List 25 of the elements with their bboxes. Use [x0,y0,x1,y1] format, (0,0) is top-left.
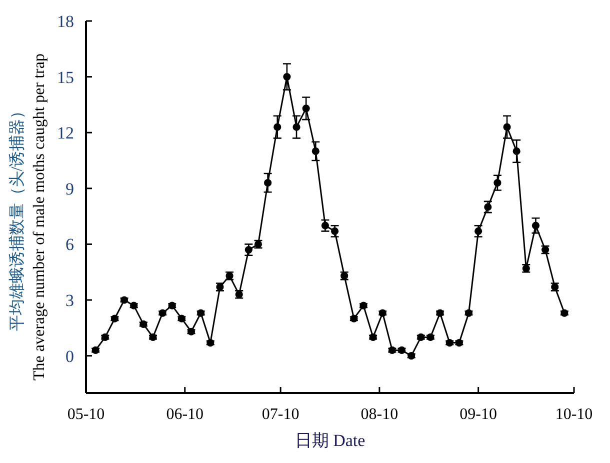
point [274,123,282,131]
point [532,222,540,230]
y-tick-label: 15 [57,68,74,87]
y-tick-label: 3 [66,291,74,310]
point [292,123,300,131]
x-tick-label: 05-10 [67,406,105,423]
x-tick-label: 08-10 [360,406,398,423]
y-tick-label: 0 [66,346,74,366]
x-axis-title: 日期 Date [294,431,366,450]
point [512,147,520,155]
y-axis-title: 平均雄蛾诱捕数量（头/诱捕器） The average number of male moths caught per trap [8,54,48,380]
point [312,147,320,155]
x-tick-label: 10-10 [555,406,593,423]
x-tick-label: 06-10 [166,406,204,423]
point [494,179,502,187]
y-tick-label: 6 [66,235,74,254]
y-tick-label: 12 [57,124,74,143]
y-tick-label: 9 [66,179,74,198]
point [302,104,310,112]
x-tick-label: 09-10 [460,406,497,423]
y-tick-label: 18 [57,12,74,31]
x-tick-label: 07-10 [262,406,300,423]
point [283,73,291,81]
point [264,179,272,187]
point [503,123,511,131]
